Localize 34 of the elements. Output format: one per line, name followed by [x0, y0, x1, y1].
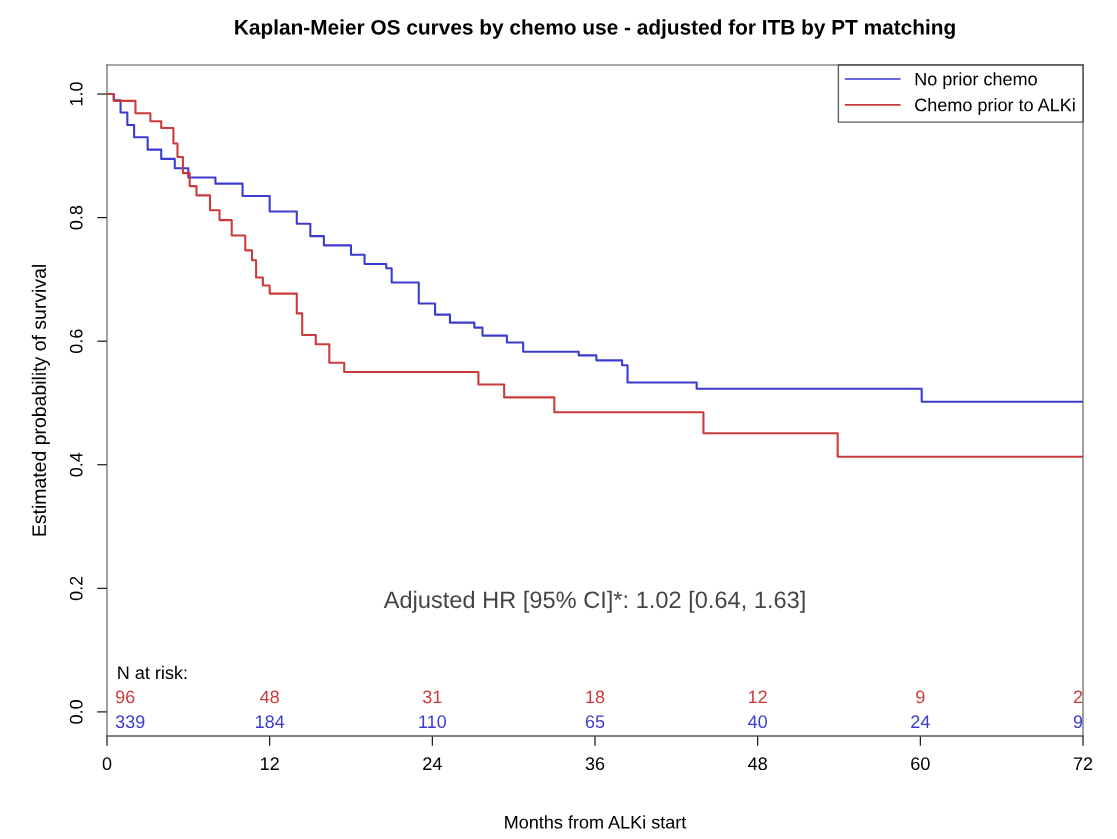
- x-tick-label: 12: [261, 757, 279, 770]
- annotation: 24: [911, 715, 930, 728]
- y-tick-label: 0.6: [69, 329, 83, 354]
- x-tick-label: 60: [911, 757, 930, 771]
- y-tick-label: 0.2: [69, 576, 83, 601]
- annotation: 48: [260, 690, 279, 704]
- legend-label: No prior chemo: [915, 72, 1037, 90]
- chart-title: Kaplan-Meier OS curves by chemo use - adjusted for ITB by PT matching: [235, 19, 955, 39]
- annotation: 31: [422, 690, 442, 704]
- x-tick-label: 36: [585, 757, 605, 771]
- annotation: 18: [586, 690, 605, 704]
- y-tick-label: 1.0: [69, 82, 83, 106]
- annotation: 2: [1073, 690, 1083, 704]
- annotation: 110: [419, 715, 447, 729]
- y-tick-label: 0.0: [69, 700, 83, 724]
- annotation: N at risk:: [118, 665, 187, 680]
- annotation: 96: [115, 690, 135, 704]
- annotation: 65: [585, 715, 605, 729]
- x-axis-title: Months from ALKi start: [505, 815, 687, 829]
- annotation: 339: [115, 715, 145, 729]
- y-tick-label: 0.4: [69, 452, 83, 477]
- annotation: 9: [1073, 715, 1083, 729]
- y-tick-label: 0.8: [69, 205, 83, 230]
- annotation: 40: [748, 715, 767, 729]
- y-axis-title: Estimated probability of survival: [31, 265, 50, 536]
- x-tick-label: 48: [748, 757, 767, 771]
- x-tick-label: 72: [1073, 757, 1093, 770]
- annotation: 12: [749, 690, 767, 704]
- annotation: Adjusted HR [95% CI]*: 1.02 [0.64, 1.63]: [383, 590, 805, 613]
- annotation: 9: [916, 690, 925, 704]
- annotation: 184: [255, 715, 285, 729]
- x-tick-label: 0: [102, 757, 112, 771]
- x-tick-label: 24: [423, 757, 442, 770]
- legend-label: Chemo prior to ALKi: [915, 98, 1075, 115]
